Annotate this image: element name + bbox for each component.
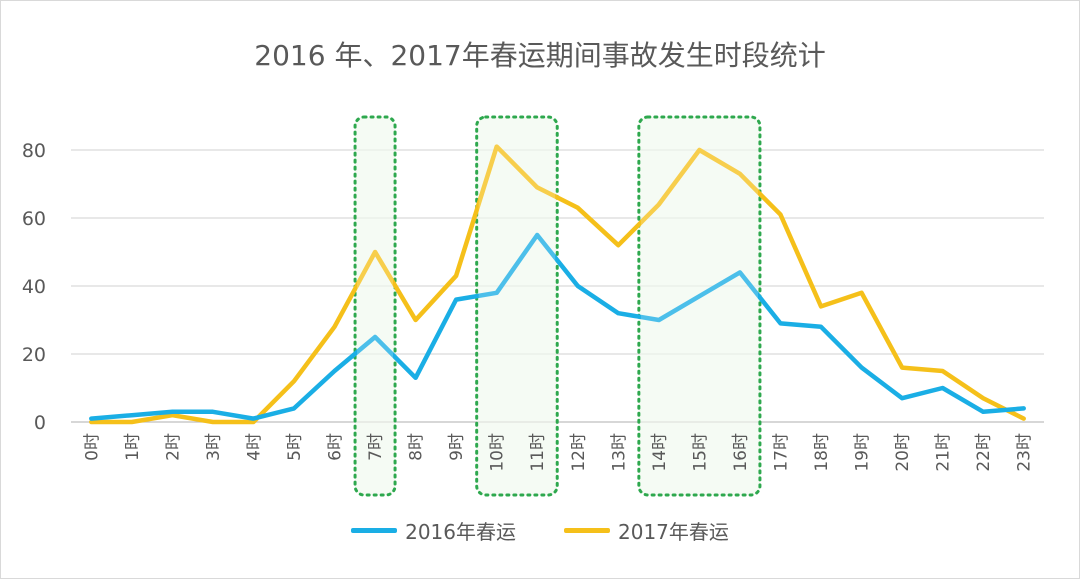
x-tick-label: 17时 (771, 433, 791, 472)
legend-swatch-2017 (564, 528, 610, 533)
y-tick-label: 20 (22, 344, 46, 366)
legend-swatch-2016 (351, 528, 397, 533)
legend-item-2017: 2017年春运 (564, 516, 729, 545)
x-tick-label: 21时 (934, 433, 954, 472)
x-tick-label: 12时 (569, 433, 589, 472)
x-tick-label: 9时 (447, 433, 467, 461)
x-tick-label: 18时 (812, 433, 832, 472)
x-tick-label: 5时 (285, 433, 305, 461)
x-tick-label: 4时 (244, 433, 264, 461)
x-tick-label: 14时 (650, 433, 670, 472)
x-tick-label: 2时 (163, 433, 183, 461)
x-tick-label: 16时 (731, 433, 751, 472)
x-axis-ticks: 0时 1时 2时 3时 4时 5时 6时 7时 8时 9时 10时 11时 12时 13时 14时 15时 16… (82, 433, 1034, 472)
x-tick-label: 1时 (123, 433, 143, 461)
y-tick-label: 60 (22, 208, 46, 230)
x-tick-label: 20时 (893, 433, 913, 472)
x-tick-label: 6时 (326, 433, 346, 461)
x-tick-label: 23时 (1015, 433, 1035, 472)
x-tick-label: 13时 (609, 433, 629, 472)
x-tick-label: 22时 (974, 433, 994, 472)
y-axis-ticks: 0 20 40 60 80 (22, 140, 46, 434)
x-tick-label: 8时 (407, 433, 427, 461)
x-tick-label: 7时 (366, 433, 386, 461)
y-tick-label: 80 (22, 140, 46, 162)
legend-label-2017: 2017年春运 (618, 516, 729, 545)
x-tick-label: 10时 (488, 433, 508, 472)
y-tick-label: 0 (34, 412, 46, 434)
y-tick-label: 40 (22, 276, 46, 298)
x-tick-label: 3时 (204, 433, 224, 461)
x-tick-label: 0时 (82, 433, 102, 461)
x-tick-label: 19时 (853, 433, 873, 472)
legend-label-2016: 2016年春运 (405, 516, 516, 545)
legend-item-2016: 2016年春运 (351, 516, 516, 545)
x-tick-label: 11时 (528, 433, 548, 472)
legend: 2016年春运 2017年春运 (0, 516, 1080, 545)
x-tick-label: 15时 (690, 433, 710, 472)
